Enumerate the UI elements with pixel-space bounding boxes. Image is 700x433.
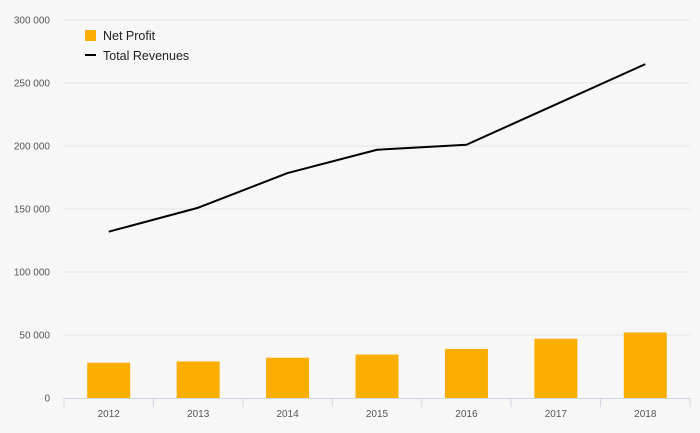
bar-net-profit [444,348,488,398]
line-layer [108,63,646,233]
grid-layer [64,19,690,336]
bar-net-profit [623,332,667,398]
y-tick-label: 100 000 [14,268,51,279]
y-tick-label: 0 [44,394,50,405]
x-tick-label: 2013 [187,409,210,420]
y-tick-label: 300 000 [14,16,51,27]
legend-label-total-revenues: Total Revenues [103,49,189,63]
y-tick-label: 200 000 [14,142,51,153]
bar-layer [87,332,667,398]
x-tick-label: 2017 [545,409,568,420]
x-tick-label: 2016 [455,409,478,420]
y-tick-label: 250 000 [14,79,51,90]
x-tick-label: 2018 [634,409,657,420]
y-tick-label: 150 000 [14,205,51,216]
axis-layer: 0 50 000 100 000 150 000 200 000 250 000 300 0… [14,16,691,420]
bar-net-profit [355,354,399,398]
bar-net-profit [266,357,310,398]
bar-net-profit [87,362,131,398]
x-tick-label: 2015 [366,409,389,420]
x-tick-label: 2012 [98,409,121,420]
legend-label-net-profit: Net Profit [103,29,156,43]
y-tick-label: 50 000 [19,331,50,342]
bar-net-profit [534,338,578,398]
legend: Net Profit Total Revenues [85,29,189,63]
line-total-revenues [108,63,646,233]
bar-net-profit [176,361,220,398]
legend-swatch-net-profit [85,30,96,41]
x-tick-label: 2014 [276,409,299,420]
